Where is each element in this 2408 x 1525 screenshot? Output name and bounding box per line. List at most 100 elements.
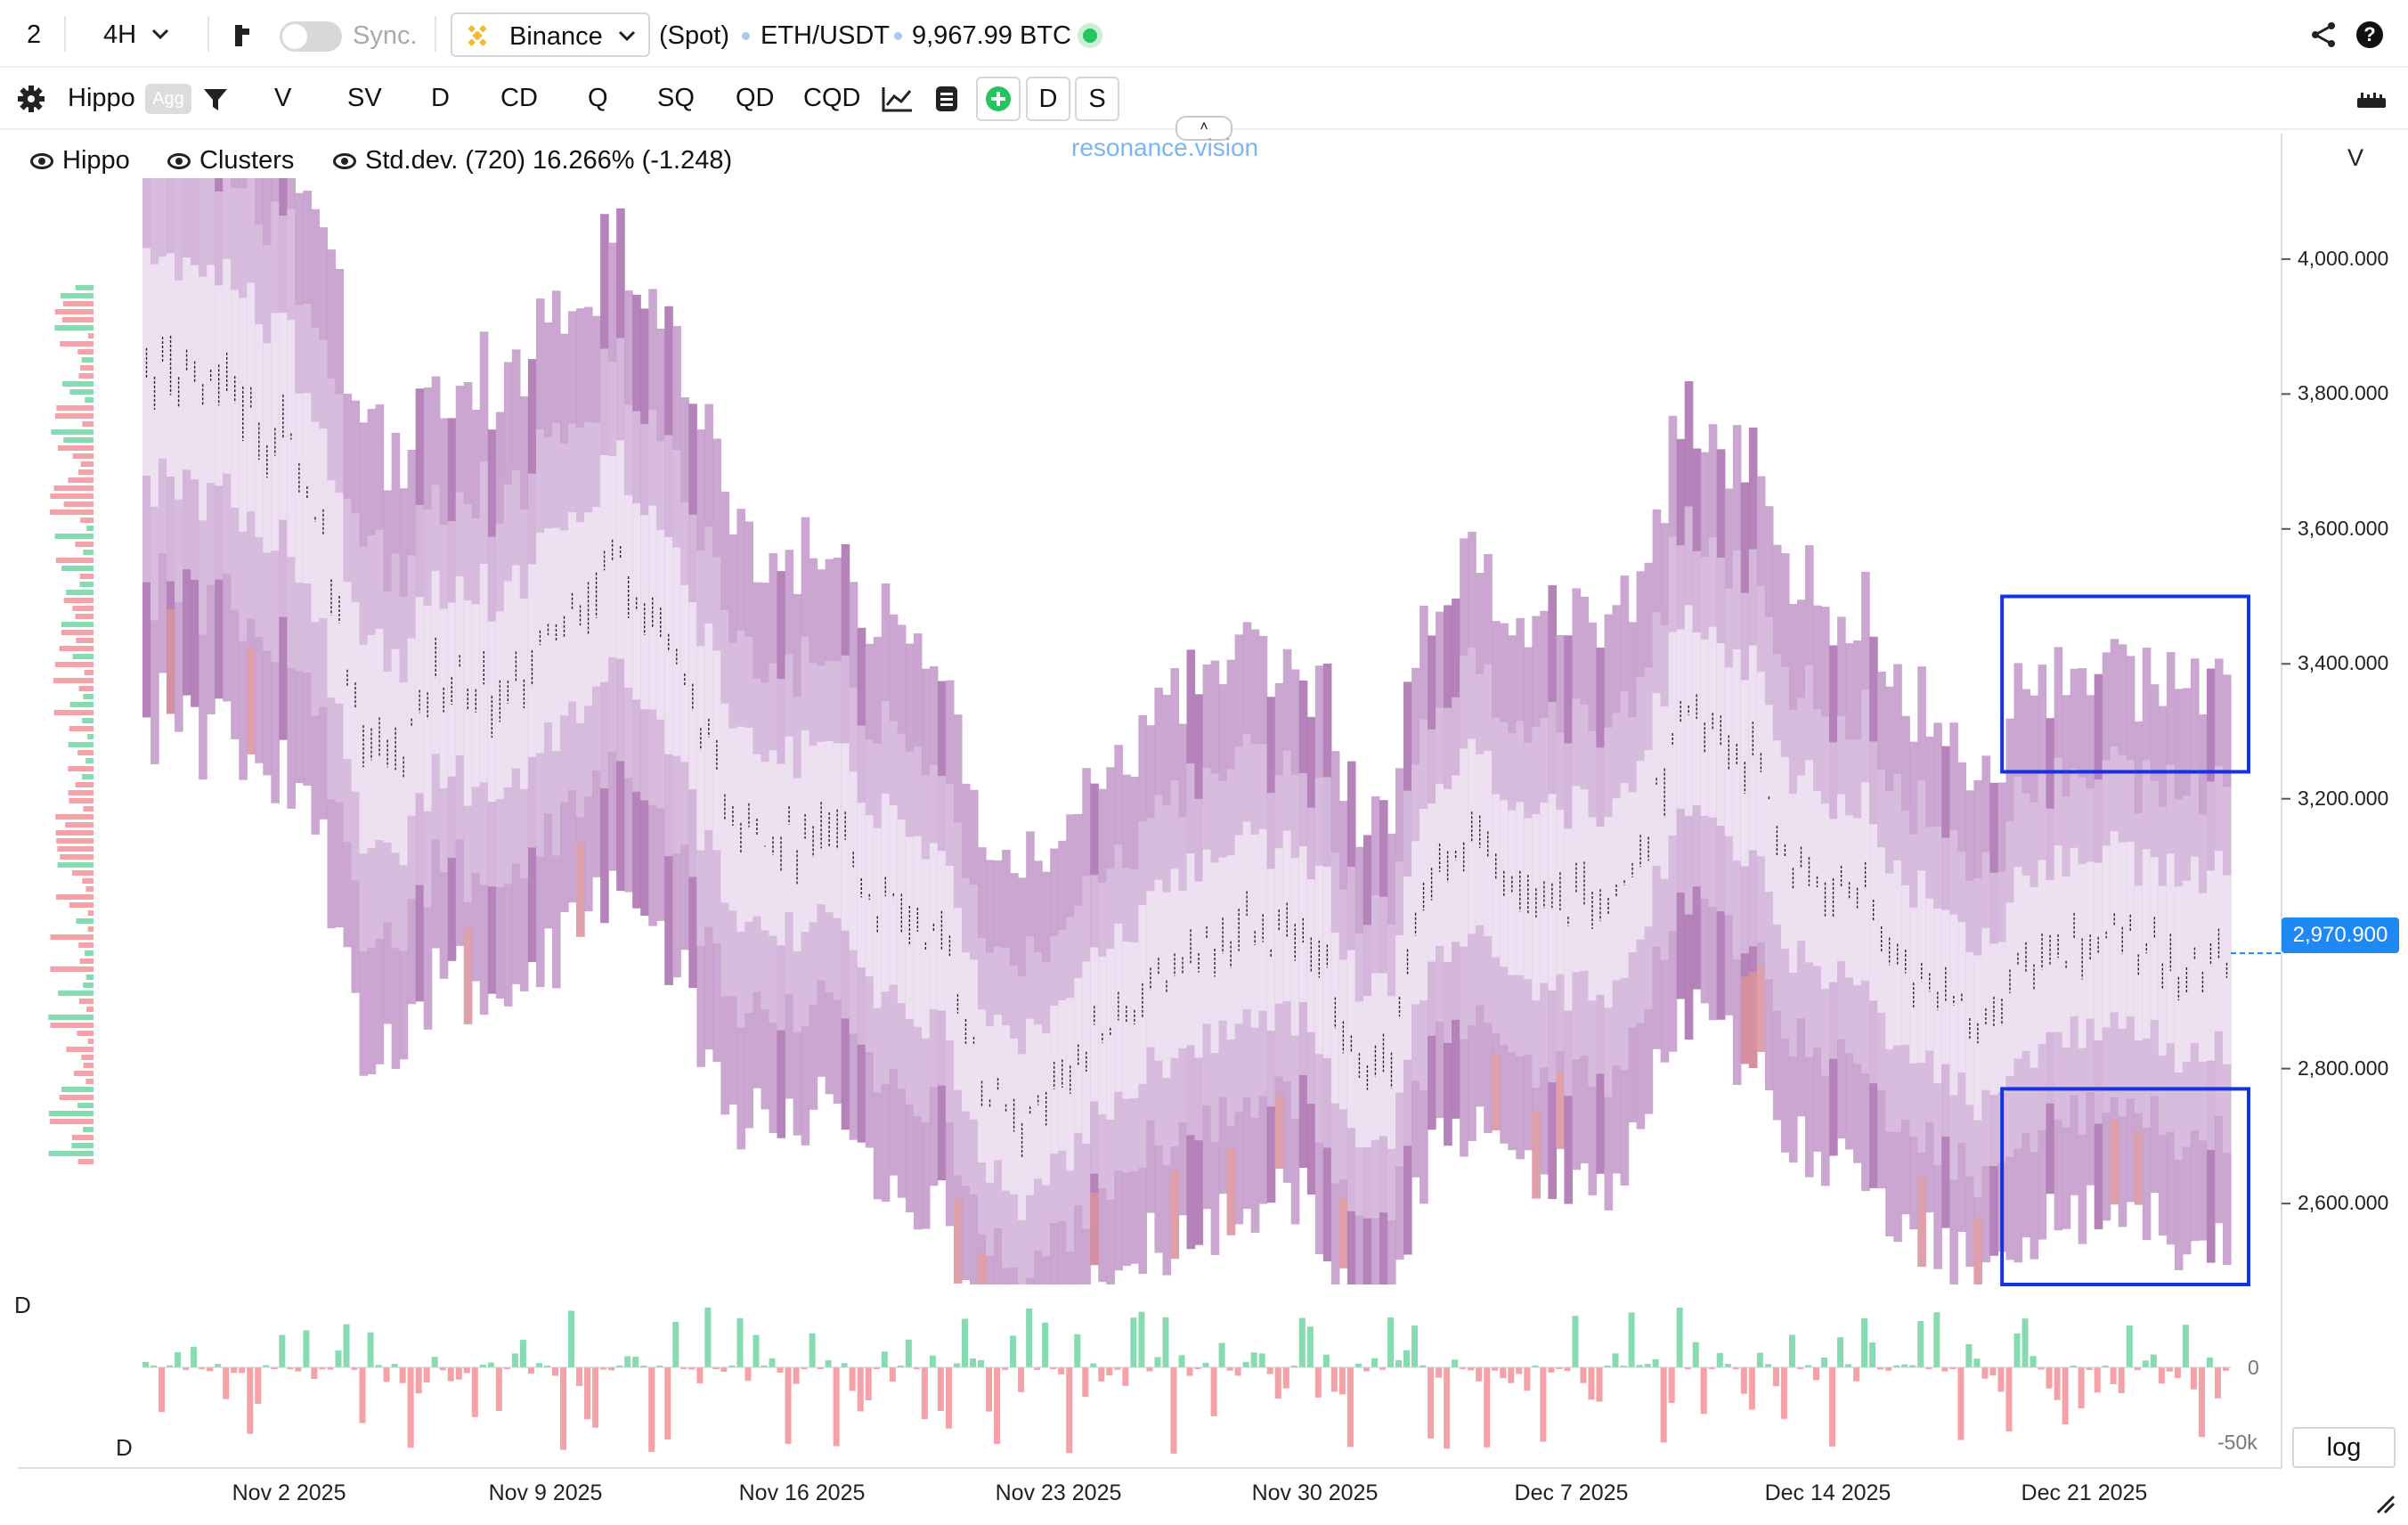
volume-profile-bar (56, 838, 94, 844)
indicator-v-button[interactable]: V (274, 84, 292, 112)
volume-profile-bar (59, 646, 94, 651)
delta-bar (1258, 1353, 1265, 1367)
heatmap-band-inner (961, 952, 971, 1112)
layout-selector[interactable]: 2 (27, 20, 42, 49)
eye-icon[interactable] (333, 152, 356, 169)
heatmap-band-inner (777, 763, 786, 946)
delta-bar (1218, 1342, 1225, 1367)
delta-bar (1290, 1365, 1298, 1367)
notes-icon[interactable] (935, 86, 958, 112)
delta-bar (1508, 1367, 1515, 1383)
delta-bar (608, 1367, 615, 1371)
sync-label: Sync. (353, 21, 418, 50)
legend-clusters[interactable]: Clusters (167, 146, 294, 175)
delta-bar (1612, 1353, 1619, 1367)
bar-style-icon[interactable] (233, 23, 253, 48)
gear-icon[interactable] (18, 86, 45, 112)
ruler-icon[interactable] (2356, 91, 2387, 109)
delta-bar (1877, 1367, 1884, 1370)
heatmap-band-inner (1564, 828, 1574, 1011)
delta-bar (1138, 1311, 1145, 1367)
eye-icon[interactable] (30, 152, 53, 169)
volume-profile-bar (80, 365, 94, 371)
resize-handle-icon[interactable] (2376, 1495, 2396, 1514)
interval-selector[interactable]: 4H (103, 20, 137, 49)
delta-bar (648, 1367, 655, 1452)
legend-hippo[interactable]: Hippo (30, 146, 130, 175)
chart-area[interactable]: ˄ resonance.vision Hippo Clusters Std.de… (0, 116, 2408, 1525)
indicator-sq-button[interactable]: SQ (657, 84, 695, 112)
indicator-d-button[interactable]: D (431, 84, 450, 112)
delta-bar (223, 1367, 230, 1399)
indicator-name[interactable]: Hippo (68, 84, 135, 112)
heatmap-band-inner (1724, 667, 1734, 836)
volume-profile-bar (87, 926, 94, 932)
volume-profile-bar (49, 510, 94, 515)
delta-bar (1981, 1367, 1989, 1379)
heatmap-band-inner (503, 581, 513, 787)
heatmap-band-inner (383, 672, 393, 843)
volume-profile-bar (69, 798, 94, 803)
toggle-s-button[interactable]: S (1075, 77, 1119, 121)
delta-bar (2182, 1325, 2189, 1367)
filter-icon[interactable] (203, 87, 228, 112)
volume-profile-bar (79, 958, 94, 964)
delta-bar (1957, 1367, 1965, 1440)
volume-profile-bar (69, 702, 94, 707)
delta-bar (471, 1367, 478, 1417)
delta-bar (728, 1365, 736, 1367)
heatmap-hot-cell (1090, 1193, 1099, 1266)
indicator-sv-button[interactable]: SV (347, 84, 382, 112)
delta-bar (873, 1367, 880, 1370)
delta-bar (1436, 1367, 1443, 1378)
heatmap-hot-cell (1492, 1054, 1501, 1131)
delta-bar (1708, 1367, 1715, 1370)
delta-bar (1346, 1367, 1354, 1448)
volume-profile-bar (61, 622, 94, 627)
market-type: (Spot) (659, 21, 729, 50)
heatmap-band-inner (656, 530, 665, 720)
heatmap-band-inner (271, 313, 280, 551)
delta-bar (2206, 1357, 2213, 1367)
delta-bar (1853, 1367, 1860, 1382)
delta-bar (1146, 1367, 1153, 1372)
indicator-cd-button[interactable]: CD (500, 84, 538, 112)
delta-bar (1788, 1334, 1795, 1367)
symbol-name[interactable]: ETH/USDT (761, 21, 890, 50)
heatmap-band-inner (1436, 783, 1444, 946)
delta-bar (1516, 1367, 1523, 1374)
heatmap-band-inner (1420, 809, 1428, 1001)
delta-bar (1813, 1367, 1820, 1381)
line-chart-icon[interactable] (882, 86, 914, 112)
sync-toggle[interactable] (280, 21, 342, 52)
agg-badge[interactable]: Agg (145, 84, 191, 114)
chevron-down-icon[interactable] (151, 28, 169, 40)
indicator-q-button[interactable]: Q (588, 84, 608, 112)
delta-bar (1186, 1367, 1193, 1376)
eye-icon[interactable] (167, 152, 191, 169)
toggle-d-button[interactable]: D (1026, 77, 1070, 121)
heatmap-band-inner (2134, 885, 2144, 1041)
indicator-qd-button[interactable]: QD (736, 84, 775, 112)
volume-profile-bar (72, 654, 94, 659)
legend-stddev[interactable]: Std.dev. (720) 16.266% (-1.248) (333, 146, 732, 175)
volume-profile-bar (54, 534, 94, 539)
indicator-cqd-button[interactable]: CQD (803, 84, 861, 112)
delta-bar (761, 1365, 768, 1367)
heatmap-band-inner (423, 606, 433, 811)
heatmap-band-inner (2022, 875, 2031, 1051)
delta-bar (511, 1353, 518, 1367)
exchange-selector[interactable]: Binance (451, 12, 650, 57)
add-indicator-button[interactable] (976, 77, 1021, 121)
log-scale-button[interactable]: log (2292, 1427, 2396, 1468)
delta-bar (2070, 1365, 2077, 1367)
share-icon[interactable] (2310, 21, 2337, 48)
heatmap-band-inner (1484, 750, 1493, 936)
exchange-name: Binance (509, 22, 603, 51)
heatmap-chart[interactable] (0, 134, 2408, 1525)
help-icon[interactable]: ? (2356, 21, 2383, 48)
delta-bar (978, 1359, 985, 1367)
volume-profile-bar (49, 1119, 94, 1124)
collapse-toolbar-button[interactable]: ˄ (1176, 116, 1232, 141)
delta-bar (945, 1367, 952, 1429)
